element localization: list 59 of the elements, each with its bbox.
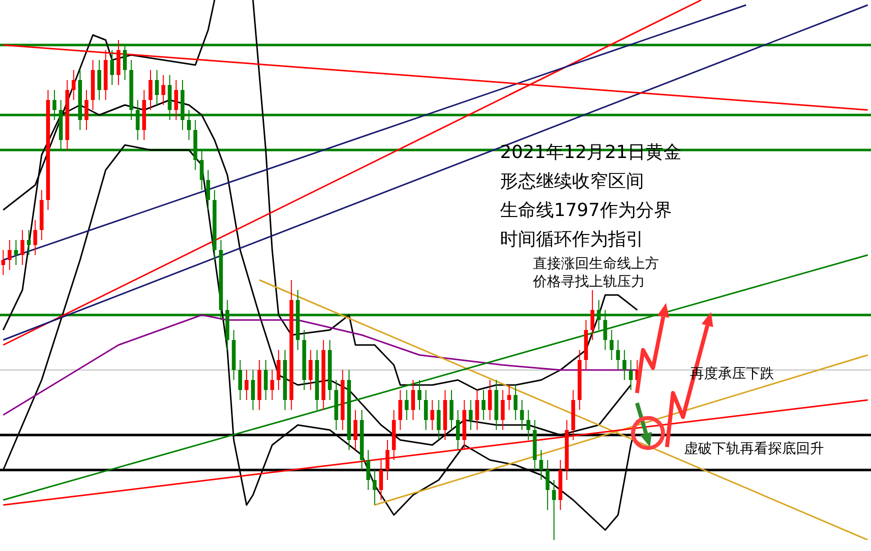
candlestick xyxy=(616,340,620,370)
candlestick xyxy=(418,380,422,410)
candlestick xyxy=(456,410,460,450)
annotation: 形态继续收窄区间 xyxy=(500,171,644,193)
candlestick xyxy=(33,220,38,256)
candlestick xyxy=(251,370,255,410)
candlestick xyxy=(628,360,633,390)
candlestick xyxy=(398,390,402,430)
candlestick xyxy=(404,390,409,420)
candlestick xyxy=(488,380,492,420)
candlestick xyxy=(424,390,428,430)
candlestick xyxy=(468,400,473,430)
annotation: 价格寻找上轨压力 xyxy=(533,274,645,291)
candlestick xyxy=(154,70,159,106)
annotation: 虚破下轨再看探底回升 xyxy=(684,441,824,458)
candlestick xyxy=(8,240,12,270)
candlestick xyxy=(238,360,242,400)
candlestick xyxy=(161,74,166,106)
candlestick xyxy=(546,460,550,510)
candlestick xyxy=(264,360,268,400)
candlestick xyxy=(366,450,370,490)
annotation: 直接涨回生命线上方 xyxy=(533,256,659,273)
candlestick xyxy=(20,230,24,266)
candlestick xyxy=(482,390,486,420)
candlestick xyxy=(436,400,441,440)
candlestick xyxy=(174,80,178,120)
candlestick xyxy=(270,370,274,400)
candlestick xyxy=(372,470,377,506)
candlestick xyxy=(507,384,512,410)
candlestick xyxy=(72,70,76,100)
candlestick xyxy=(475,390,480,430)
candlestick xyxy=(411,380,416,420)
candlestick xyxy=(84,90,88,130)
candlestick xyxy=(26,230,31,256)
candlestick xyxy=(148,70,152,110)
candlestick xyxy=(590,290,594,340)
candlestick xyxy=(500,390,505,430)
candlestick xyxy=(206,170,210,210)
annotation: 时间循环作为指引 xyxy=(500,229,644,251)
candlestick xyxy=(520,400,524,430)
candlestick xyxy=(1,250,6,276)
candlestick xyxy=(552,480,556,540)
candlestick xyxy=(110,50,114,86)
candlestick xyxy=(379,460,383,500)
candlestick xyxy=(622,350,626,380)
candlestick xyxy=(276,350,281,390)
candlestick xyxy=(14,240,18,266)
candlestick xyxy=(514,384,518,420)
candlestick xyxy=(244,370,248,400)
candlestick xyxy=(539,450,544,480)
candlestick xyxy=(308,350,313,390)
candlestick xyxy=(97,60,102,100)
candlestick xyxy=(450,390,454,430)
candlestick xyxy=(526,410,530,440)
annotation: 生命线1797作为分界 xyxy=(500,200,672,222)
candlestick xyxy=(354,410,358,450)
candlestick xyxy=(430,400,434,430)
candlestick xyxy=(610,330,614,360)
candlestick xyxy=(386,440,390,480)
